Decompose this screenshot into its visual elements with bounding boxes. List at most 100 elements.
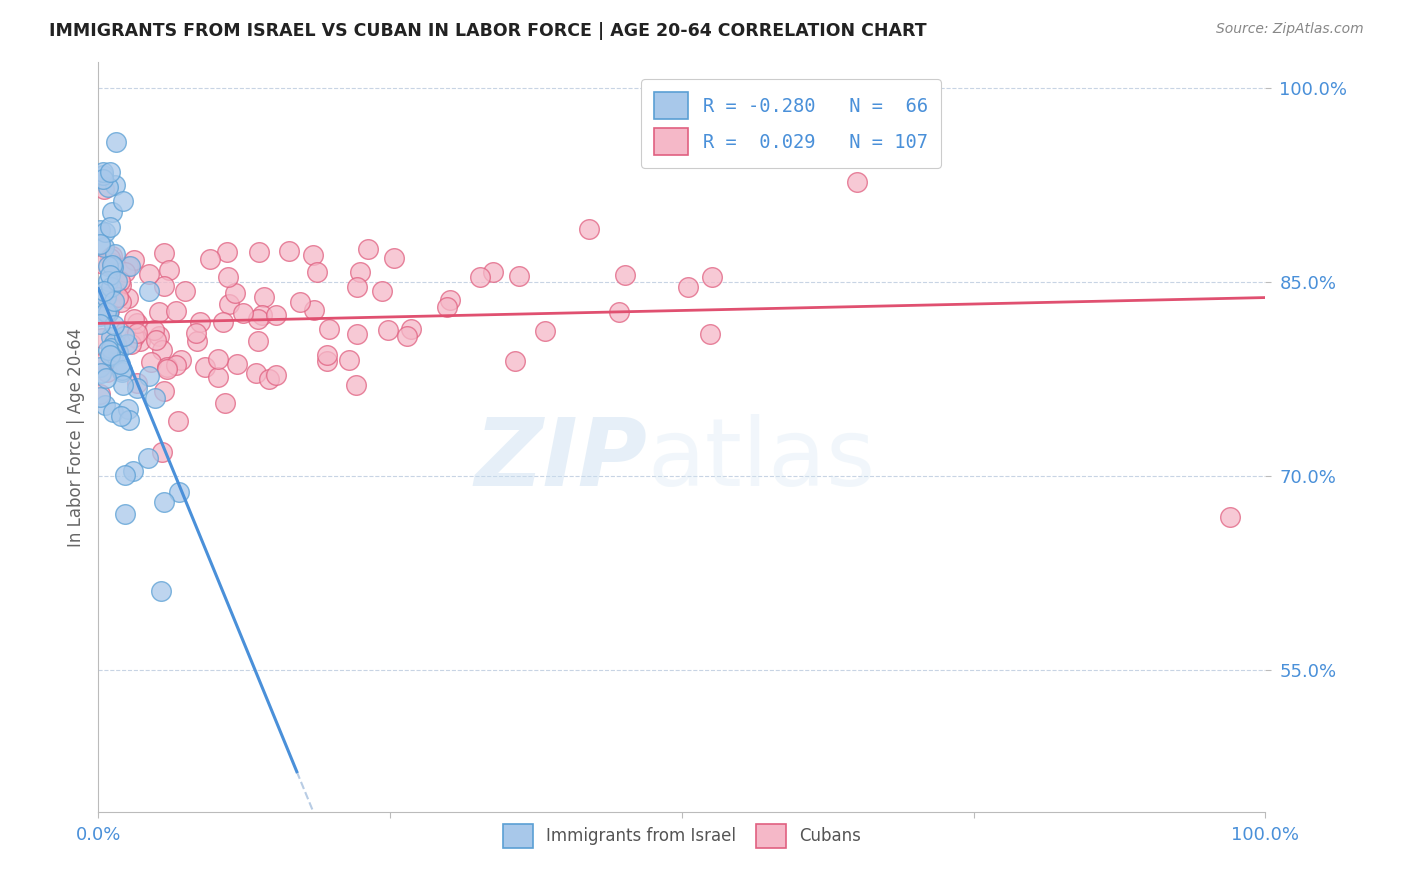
Point	[110, 409, 132, 423]
Point	[105, 336, 128, 351]
Point	[138, 268, 160, 282]
Point	[167, 485, 190, 500]
Point	[101, 349, 124, 363]
Point	[122, 253, 145, 268]
Point	[89, 293, 111, 308]
Point	[118, 413, 141, 427]
Point	[508, 269, 530, 284]
Point	[253, 291, 276, 305]
Point	[101, 260, 124, 274]
Point	[138, 369, 160, 384]
Point	[153, 384, 176, 398]
Point	[337, 353, 360, 368]
Point	[125, 381, 148, 395]
Point	[1219, 510, 1241, 524]
Point	[156, 361, 179, 376]
Point	[211, 315, 233, 329]
Point	[377, 323, 399, 337]
Point	[150, 584, 173, 599]
Point	[107, 289, 129, 303]
Point	[90, 367, 112, 381]
Point	[111, 365, 134, 379]
Point	[100, 205, 122, 219]
Point	[105, 274, 128, 288]
Point	[94, 290, 117, 304]
Point	[194, 360, 217, 375]
Point	[127, 326, 149, 340]
Point	[470, 270, 492, 285]
Point	[97, 274, 120, 288]
Point	[169, 353, 191, 368]
Point	[218, 296, 240, 310]
Point	[167, 414, 190, 428]
Point	[264, 368, 287, 382]
Text: atlas: atlas	[647, 414, 875, 506]
Point	[138, 284, 160, 298]
Point	[678, 280, 700, 294]
Point	[152, 495, 174, 509]
Point	[97, 343, 120, 358]
Text: Source: ZipAtlas.com: Source: ZipAtlas.com	[1216, 22, 1364, 37]
Point	[93, 285, 115, 299]
Point	[142, 323, 165, 337]
Point	[382, 252, 405, 266]
Point	[207, 351, 229, 366]
Point	[89, 222, 111, 236]
Point	[111, 194, 134, 208]
Point	[150, 343, 173, 358]
Point	[101, 256, 124, 270]
Point	[98, 268, 121, 282]
Point	[481, 265, 503, 279]
Point	[145, 333, 167, 347]
Point	[101, 249, 124, 263]
Point	[346, 326, 368, 341]
Point	[245, 366, 267, 380]
Point	[100, 280, 122, 294]
Point	[316, 348, 339, 362]
Point	[97, 306, 120, 320]
Point	[112, 378, 135, 392]
Point	[165, 358, 187, 372]
Point	[96, 365, 118, 379]
Point	[846, 175, 869, 189]
Point	[156, 359, 179, 374]
Point	[129, 334, 152, 348]
Point	[165, 303, 187, 318]
Point	[104, 178, 127, 193]
Point	[89, 309, 111, 323]
Point	[152, 279, 174, 293]
Point	[307, 265, 329, 279]
Point	[148, 304, 170, 318]
Point	[153, 246, 176, 260]
Point	[101, 258, 124, 272]
Point	[96, 305, 118, 319]
Point	[120, 337, 142, 351]
Point	[578, 221, 600, 235]
Point	[97, 260, 120, 274]
Point	[98, 220, 121, 235]
Point	[100, 341, 122, 355]
Point	[98, 348, 121, 362]
Point	[98, 251, 121, 265]
Point	[302, 303, 325, 318]
Point	[108, 357, 131, 371]
Point	[96, 371, 118, 385]
Point	[94, 225, 117, 239]
Point	[108, 274, 131, 288]
Point	[121, 464, 143, 478]
Point	[98, 349, 121, 363]
Point	[115, 337, 138, 351]
Point	[112, 329, 135, 343]
Point	[200, 252, 222, 266]
Point	[699, 327, 721, 342]
Point	[114, 508, 136, 522]
Point	[93, 182, 115, 196]
Point	[318, 322, 340, 336]
Point	[89, 317, 111, 331]
Point	[349, 265, 371, 279]
Point	[399, 322, 422, 336]
Point	[607, 304, 630, 318]
Point	[346, 280, 368, 294]
Point	[143, 391, 166, 405]
Point	[250, 308, 273, 322]
